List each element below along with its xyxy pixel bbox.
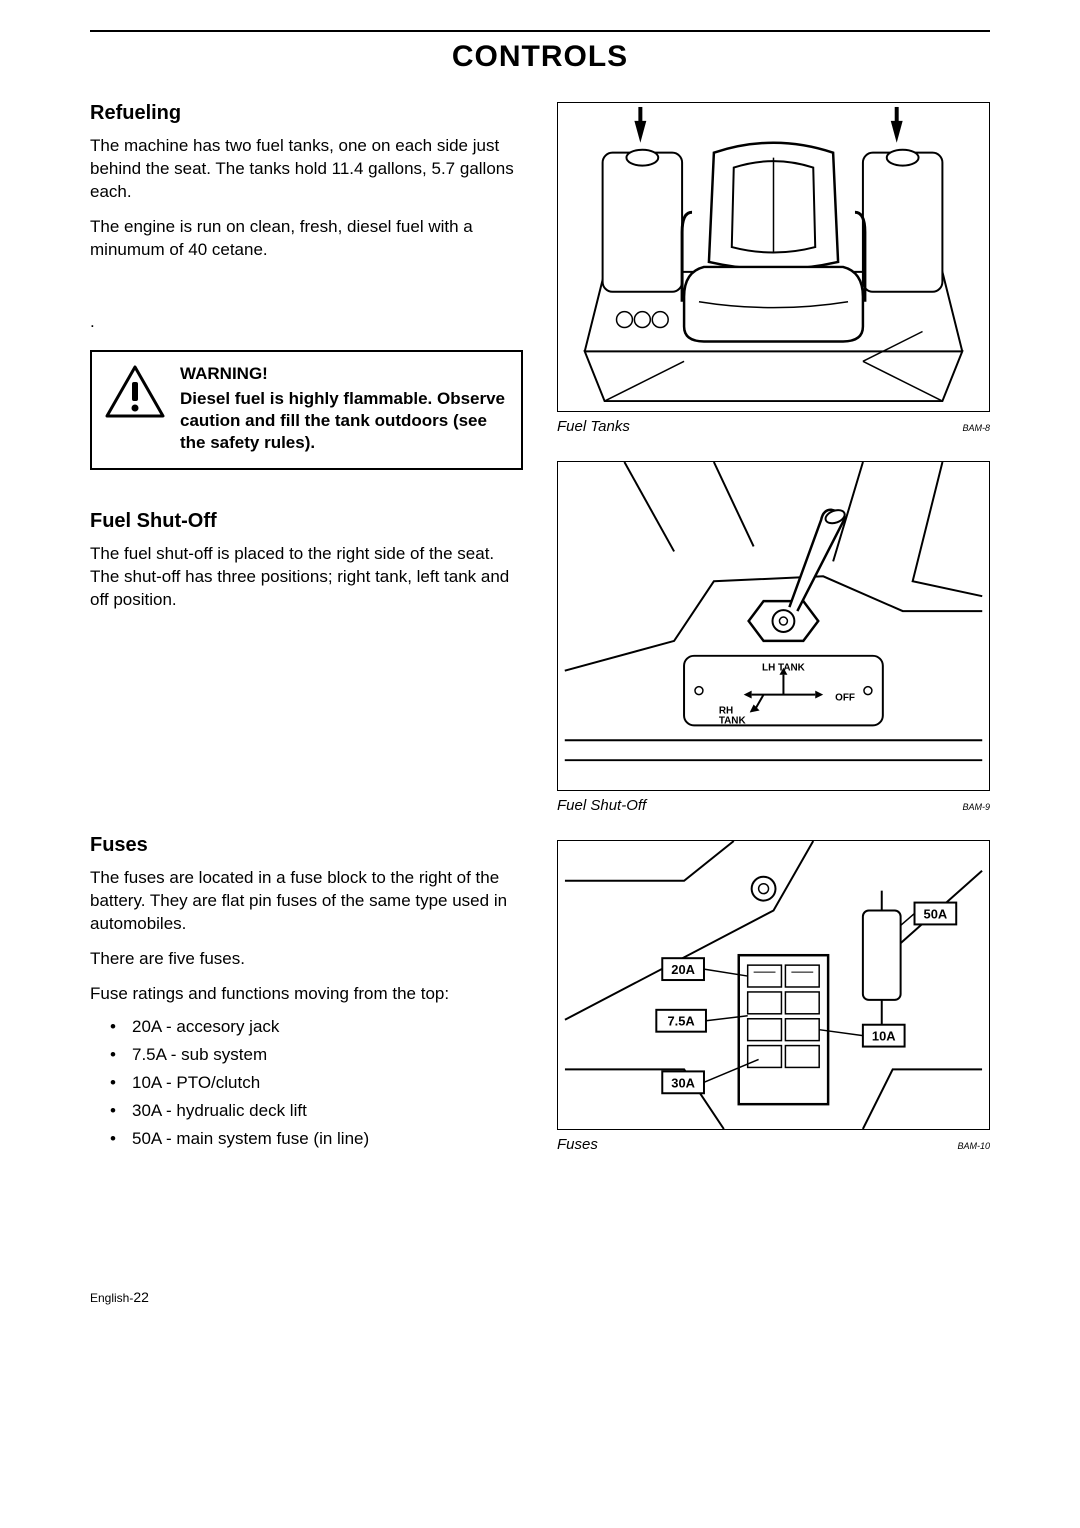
page-prefix: English- xyxy=(90,1291,133,1305)
fuel-tanks-diagram xyxy=(558,103,989,411)
fuse-item: 7.5A - sub system xyxy=(114,1045,523,1065)
fuse-item: 10A - PTO/clutch xyxy=(114,1073,523,1093)
warning-text: WARNING! Diesel fuel is highly flammable… xyxy=(180,364,507,454)
figure-fuses: 50A 20A 7.5A 10A 30A xyxy=(557,840,990,1130)
fuses-list: 20A - accesory jack 7.5A - sub system 10… xyxy=(90,1017,523,1149)
page-number: English-22 xyxy=(90,1289,523,1305)
heading-fuses: Fuses xyxy=(90,834,523,857)
fuses-p1: The fuses are located in a fuse block to… xyxy=(90,867,523,936)
label-7_5a: 7.5A xyxy=(668,1014,695,1029)
top-rule xyxy=(90,30,990,32)
fig3-code: BAM-10 xyxy=(957,1141,990,1151)
fuse-item: 50A - main system fuse (in line) xyxy=(114,1129,523,1149)
label-10a: 10A xyxy=(872,1029,896,1044)
fig2-code: BAM-9 xyxy=(962,802,990,812)
left-column: Refueling The machine has two fuel tanks… xyxy=(90,102,523,1305)
warning-box: WARNING! Diesel fuel is highly flammable… xyxy=(90,350,523,470)
fig2-caption-row: Fuel Shut-Off BAM-9 xyxy=(557,797,990,814)
fuse-item: 20A - accesory jack xyxy=(114,1017,523,1037)
fuses-p2: There are five fuses. xyxy=(90,948,523,971)
fuses-diagram: 50A 20A 7.5A 10A 30A xyxy=(558,841,989,1129)
refueling-p2: The engine is run on clean, fresh, diese… xyxy=(90,216,523,262)
fig3-caption: Fuses xyxy=(557,1136,598,1153)
label-30a: 30A xyxy=(671,1075,695,1090)
fig1-caption: Fuel Tanks xyxy=(557,418,630,435)
section-shutoff: Fuel Shut-Off The fuel shut-off is place… xyxy=(90,510,523,612)
warning-heading: WARNING! xyxy=(180,364,507,384)
figure-fuel-tanks xyxy=(557,102,990,412)
shutoff-diagram: LH TANK RH TANK OFF xyxy=(558,462,989,790)
fuses-p3: Fuse ratings and functions moving from t… xyxy=(90,983,523,1006)
shutoff-p1: The fuel shut-off is placed to the right… xyxy=(90,543,523,612)
heading-shutoff: Fuel Shut-Off xyxy=(90,510,523,533)
warning-icon xyxy=(104,364,166,425)
content-columns: Refueling The machine has two fuel tanks… xyxy=(90,102,990,1305)
label-20a: 20A xyxy=(671,962,695,977)
figure-shutoff: LH TANK RH TANK OFF xyxy=(557,461,990,791)
heading-refueling: Refueling xyxy=(90,102,523,125)
section-fuses: Fuses The fuses are located in a fuse bl… xyxy=(90,834,523,1150)
page-title: CONTROLS xyxy=(90,40,990,74)
right-column: Fuel Tanks BAM-8 LH TANK RH TANK xyxy=(557,102,990,1305)
refueling-p1: The machine has two fuel tanks, one on e… xyxy=(90,135,523,204)
label-50a: 50A xyxy=(924,906,948,921)
label-off: OFF xyxy=(835,693,855,704)
section-refueling: Refueling The machine has two fuel tanks… xyxy=(90,102,523,262)
label-rh-tank2: TANK xyxy=(719,715,747,726)
fig3-caption-row: Fuses BAM-10 xyxy=(557,1136,990,1153)
warning-body: Diesel fuel is highly flammable. Observe… xyxy=(180,388,507,454)
fuse-item: 30A - hydrualic deck lift xyxy=(114,1101,523,1121)
stray-period: . xyxy=(90,312,523,332)
fig1-code: BAM-8 xyxy=(962,423,990,433)
page-no: 22 xyxy=(133,1289,149,1305)
fig2-caption: Fuel Shut-Off xyxy=(557,797,646,814)
fig1-caption-row: Fuel Tanks BAM-8 xyxy=(557,418,990,435)
